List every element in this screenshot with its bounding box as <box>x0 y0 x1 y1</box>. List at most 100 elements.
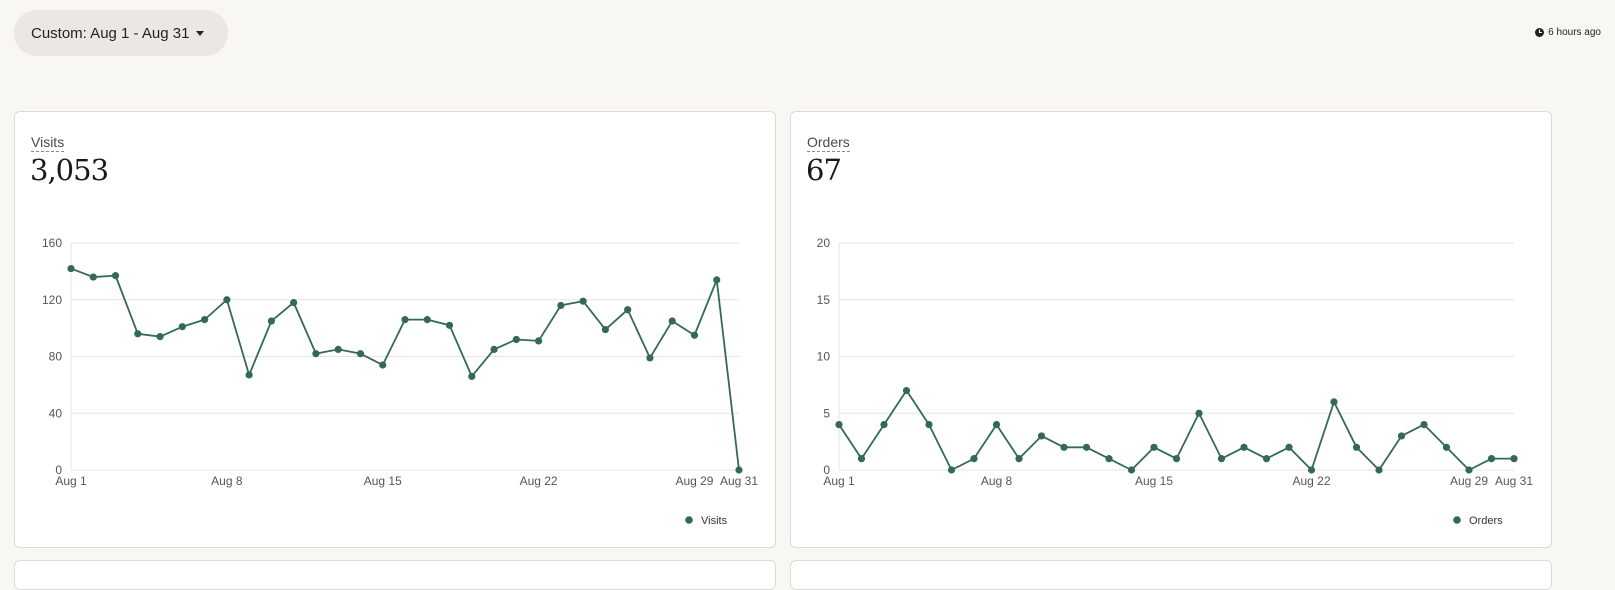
orders-data-point[interactable] <box>1465 466 1473 474</box>
caret-down-icon <box>196 30 205 36</box>
visits-legend-swatch <box>685 516 693 524</box>
visits-data-point[interactable] <box>713 276 721 284</box>
visits-data-point[interactable] <box>579 297 587 305</box>
visits-data-point[interactable] <box>735 466 743 474</box>
orders-data-point[interactable] <box>902 386 911 395</box>
orders-data-point[interactable] <box>947 466 956 474</box>
visits-data-point[interactable] <box>67 264 75 273</box>
orders-data-point[interactable] <box>1015 455 1023 463</box>
orders-data-point[interactable] <box>992 421 1001 429</box>
visits-y-tick-label: 160 <box>42 236 62 250</box>
visits-x-tick-label: Aug 22 <box>520 474 558 488</box>
visits-data-point[interactable] <box>423 316 431 324</box>
visits-data-point[interactable] <box>624 306 632 314</box>
orders-data-point[interactable] <box>925 421 933 429</box>
visits-card: Visits 3,053 0 40 80 120 160 Aug 1 Aug 8 Aug 15… <box>14 111 776 548</box>
visits-metric-value: 3,053 <box>30 153 109 187</box>
orders-legend-swatch <box>1453 516 1461 524</box>
visits-data-point[interactable] <box>178 323 186 331</box>
visits-data-point[interactable] <box>111 272 120 280</box>
orders-data-point[interactable] <box>1082 443 1091 451</box>
visits-data-point[interactable] <box>201 316 209 324</box>
orders-data-point[interactable] <box>1037 432 1046 440</box>
orders-data-point[interactable] <box>835 421 843 429</box>
visits-y-tick-label: 40 <box>49 406 63 420</box>
orders-chart: 0 5 10 15 20 Aug 1 Aug 8 Aug 15 Aug 22 Aug 29 Aug … <box>817 236 1534 527</box>
orders-data-point[interactable] <box>1442 443 1451 451</box>
orders-y-tick-label: 20 <box>817 236 831 250</box>
orders-y-tick-label: 15 <box>817 293 831 307</box>
visits-data-point[interactable] <box>490 345 498 354</box>
orders-data-point[interactable] <box>1172 455 1181 463</box>
orders-data-point[interactable] <box>1060 443 1068 451</box>
orders-data-point[interactable] <box>1127 466 1136 474</box>
visits-data-point[interactable] <box>334 345 342 354</box>
next-card-right <box>790 560 1552 590</box>
visits-data-point[interactable] <box>356 350 365 358</box>
visits-data-point[interactable] <box>89 273 97 281</box>
visits-data-point[interactable] <box>445 321 454 329</box>
orders-data-point[interactable] <box>1510 455 1518 463</box>
visits-data-point[interactable] <box>601 325 610 334</box>
orders-data-point[interactable] <box>1307 466 1316 474</box>
visits-data-point[interactable] <box>290 298 298 307</box>
visits-x-tick-label: Aug 29 <box>675 474 713 488</box>
orders-x-tick-label: Aug 22 <box>1292 474 1330 488</box>
last-updated: 6 hours ago <box>1535 27 1601 38</box>
orders-metric-label[interactable]: Orders <box>807 134 850 152</box>
orders-data-point[interactable] <box>1397 432 1406 440</box>
last-updated-text: 6 hours ago <box>1548 27 1601 38</box>
visits-data-point[interactable] <box>690 331 699 339</box>
orders-y-tick-label: 0 <box>823 463 830 477</box>
visits-x-tick-label: Aug 1 <box>55 474 87 488</box>
visits-data-point[interactable] <box>646 354 654 362</box>
visits-x-tick-label: Aug 31 <box>720 474 758 488</box>
visits-data-point[interactable] <box>312 350 320 358</box>
orders-x-tick-label: Aug 15 <box>1135 474 1173 488</box>
orders-metric-value: 67 <box>806 153 842 187</box>
orders-data-point[interactable] <box>1150 443 1158 451</box>
orders-data-point[interactable] <box>1262 455 1271 463</box>
visits-legend-label[interactable]: Visits <box>701 515 728 527</box>
visits-x-tick-label: Aug 8 <box>211 474 243 488</box>
visits-data-point[interactable] <box>134 330 142 338</box>
orders-data-point[interactable] <box>1240 443 1248 451</box>
visits-data-point[interactable] <box>535 337 543 345</box>
orders-data-point[interactable] <box>1487 455 1496 463</box>
orders-x-tick-label: Aug 29 <box>1450 474 1488 488</box>
visits-metric-label[interactable]: Visits <box>31 134 65 152</box>
visits-y-tick-label: 120 <box>42 293 62 307</box>
orders-data-point[interactable] <box>1330 398 1338 406</box>
orders-data-point[interactable] <box>1105 455 1113 463</box>
visits-data-point[interactable] <box>468 372 476 380</box>
visits-data-point[interactable] <box>156 333 164 341</box>
orders-x-tick-label: Aug 1 <box>823 474 855 488</box>
visits-y-tick-label: 0 <box>55 463 62 477</box>
orders-data-point[interactable] <box>857 455 866 463</box>
orders-data-point[interactable] <box>880 421 888 429</box>
visits-data-point[interactable] <box>557 301 565 310</box>
orders-data-point[interactable] <box>1217 455 1226 463</box>
orders-legend-label[interactable]: Orders <box>1469 515 1503 527</box>
visits-data-point[interactable] <box>379 361 387 369</box>
visits-data-point[interactable] <box>512 335 520 344</box>
visits-data-point[interactable] <box>668 317 676 325</box>
visits-data-point[interactable] <box>267 317 275 325</box>
orders-data-point[interactable] <box>1420 421 1428 429</box>
date-range-picker[interactable]: Custom: Aug 1 - Aug 31 <box>14 10 228 56</box>
orders-data-point[interactable] <box>1195 409 1203 417</box>
orders-data-point[interactable] <box>970 455 978 463</box>
orders-data-point[interactable] <box>1375 466 1383 474</box>
visits-y-tick-label: 80 <box>49 350 63 364</box>
visits-data-point[interactable] <box>245 371 253 379</box>
visits-chart: 0 40 80 120 160 Aug 1 Aug 8 Aug 15 Aug 22 Aug 29 A… <box>42 236 758 527</box>
clock-icon <box>1535 28 1545 37</box>
visits-series-line <box>70 267 740 471</box>
orders-y-tick-label: 10 <box>817 350 831 364</box>
orders-y-tick-label: 5 <box>823 406 830 420</box>
visits-data-point[interactable] <box>401 316 409 324</box>
orders-data-point[interactable] <box>1285 443 1293 451</box>
orders-data-point[interactable] <box>1352 443 1361 451</box>
visits-data-point[interactable] <box>223 296 231 304</box>
next-card-left <box>14 560 776 590</box>
